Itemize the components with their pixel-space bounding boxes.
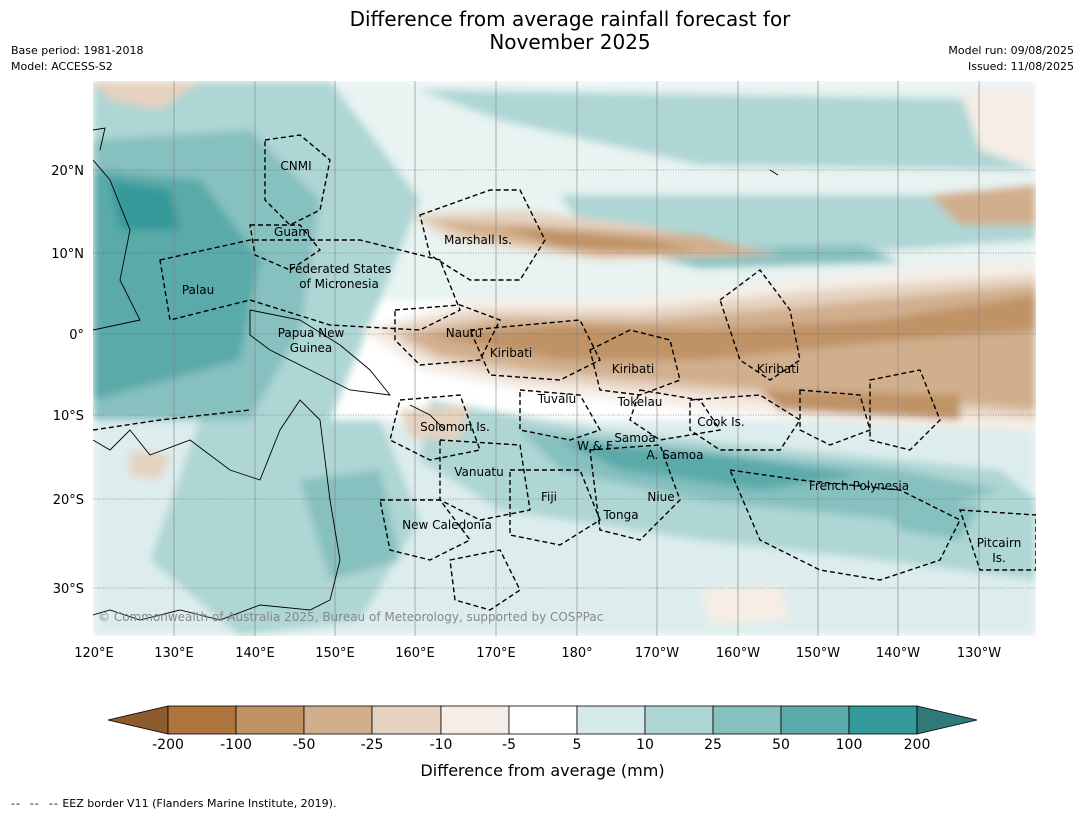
label-fiji: Fiji: [541, 490, 557, 504]
y-tick: 10°S: [53, 409, 84, 424]
region-labels: CNMI Guam Marshall Is. Federated States …: [182, 159, 1021, 565]
y-tick: 30°S: [53, 582, 84, 597]
anomaly-field: [93, 81, 1036, 636]
label-fsm-line2: of Micronesia: [299, 277, 379, 291]
x-tick: 130°W: [957, 646, 1001, 661]
y-tick: 10°N: [51, 247, 84, 262]
x-tick: 170°E: [476, 646, 516, 661]
label-cook-islands: Cook Is.: [697, 415, 744, 429]
footer-note: -- -- -- EEZ border V11 (Flanders Marine…: [11, 797, 336, 810]
x-tick: 160°E: [395, 646, 435, 661]
label-guam: Guam: [274, 225, 310, 239]
label-new-caledonia: New Caledonia: [402, 518, 492, 532]
meta-left: Base period: 1981-2018 Model: ACCESS-S2: [11, 43, 143, 75]
colorbar-extend-low: [107, 705, 169, 735]
colorbar-label: -25: [360, 737, 384, 753]
colorbar-label: 10: [636, 737, 654, 753]
colorbar-label: -10: [429, 737, 453, 753]
colorbar-bin: [508, 705, 578, 735]
label-samoa: Samoa: [614, 431, 655, 445]
label-kiribati-west: Kiribati: [490, 346, 532, 360]
label-fsm-line1: Federated States: [289, 262, 391, 276]
label-tonga: Tonga: [602, 508, 638, 522]
eez-legend-dash-icon: -- -- --: [11, 797, 59, 810]
label-png-line1: Papua New: [278, 326, 345, 340]
x-tick: 140°E: [235, 646, 275, 661]
label-palau: Palau: [182, 283, 214, 297]
colorbar-label: -50: [292, 737, 316, 753]
label-nauru: Nauru: [446, 326, 482, 340]
colorbar-label: 50: [772, 737, 790, 753]
colorbar-bin: [576, 705, 646, 735]
meta-right: Model run: 09/08/2025 Issued: 11/08/2025: [948, 43, 1074, 75]
latitude-lines: [93, 169, 1036, 589]
y-tick-labels: 20°N 10°N 0° 10°S 20°S 30°S: [51, 164, 84, 597]
colorbar-bin: [712, 705, 782, 735]
x-tick: 120°E: [74, 646, 114, 661]
colorbar-label: 25: [704, 737, 722, 753]
model-name: Model: ACCESS-S2: [11, 60, 113, 73]
label-wallis-futuna: W & F: [577, 439, 613, 453]
x-tick: 130°E: [154, 646, 194, 661]
label-niue: Niue: [647, 490, 674, 504]
label-tuvalu: Tuvalu: [537, 392, 577, 406]
y-tick: 20°S: [53, 493, 84, 508]
coastlines: [93, 127, 779, 621]
model-run: Model run: 09/08/2025: [948, 44, 1074, 57]
copyright-notice: © Commonwealth of Australia 2025, Bureau…: [98, 610, 603, 624]
colorbar: [107, 705, 978, 735]
colorbar-bin: [235, 705, 305, 735]
x-tick: 150°E: [315, 646, 355, 661]
label-cnmi: CNMI: [280, 159, 311, 173]
chart-title: Difference from average rainfall forecas…: [0, 8, 1085, 54]
y-tick: 20°N: [51, 164, 84, 179]
colorbar-bin: [780, 705, 850, 735]
y-tick: 0°: [69, 328, 84, 343]
label-kiribati-east: Kiribati: [757, 362, 799, 376]
colorbar-label: 5: [572, 737, 582, 753]
x-tick: 150°W: [796, 646, 840, 661]
label-png-line2: Guinea: [290, 341, 333, 355]
x-tick: 140°W: [876, 646, 920, 661]
issued-date: Issued: 11/08/2025: [967, 60, 1074, 73]
label-french-polynesia: French Polynesia: [809, 479, 909, 493]
label-pitcairn-line2: Is.: [992, 551, 1006, 565]
x-tick: 160°W: [716, 646, 760, 661]
x-tick-labels: 120°E 130°E 140°E 150°E 160°E 170°E 180°…: [74, 646, 1001, 661]
colorbar-bin: [303, 705, 373, 735]
colorbar-label: -200: [152, 737, 184, 753]
base-period: Base period: 1981-2018: [11, 44, 144, 57]
title-line-2: November 2025: [489, 30, 651, 54]
colorbar-title: Difference from average (mm): [420, 761, 665, 780]
grid-lines: [173, 81, 980, 636]
label-kiribati-central: Kiribati: [612, 362, 654, 376]
label-marshall-islands: Marshall Is.: [444, 233, 512, 247]
rainfall-map: CNMI Guam Marshall Is. Federated States …: [51, 81, 1036, 661]
colorbar-bin: [371, 705, 442, 735]
colorbar-bin: [848, 705, 918, 735]
label-american-samoa: A. Samoa: [647, 448, 704, 462]
colorbar-bin: [440, 705, 510, 735]
title-line-1: Difference from average rainfall forecas…: [349, 7, 791, 31]
label-solomon-islands: Solomon Is.: [420, 420, 490, 434]
colorbar-extend-high: [916, 705, 978, 735]
footer-text: EEZ border V11 (Flanders Marine Institut…: [62, 797, 337, 810]
colorbar-label: 200: [903, 737, 931, 753]
label-pitcairn-line1: Pitcairn: [977, 536, 1022, 550]
colorbar-label: -100: [220, 737, 252, 753]
colorbar-bin: [167, 705, 237, 735]
x-tick: 180°: [561, 646, 592, 661]
label-vanuatu: Vanuatu: [454, 465, 504, 479]
colorbar-label: 100: [835, 737, 863, 753]
colorbar-label: -5: [502, 737, 516, 753]
label-tokelau: Tokelau: [617, 395, 663, 409]
colorbar-bin: [644, 705, 714, 735]
eez-borders: [93, 134, 1036, 611]
x-tick: 170°W: [635, 646, 679, 661]
